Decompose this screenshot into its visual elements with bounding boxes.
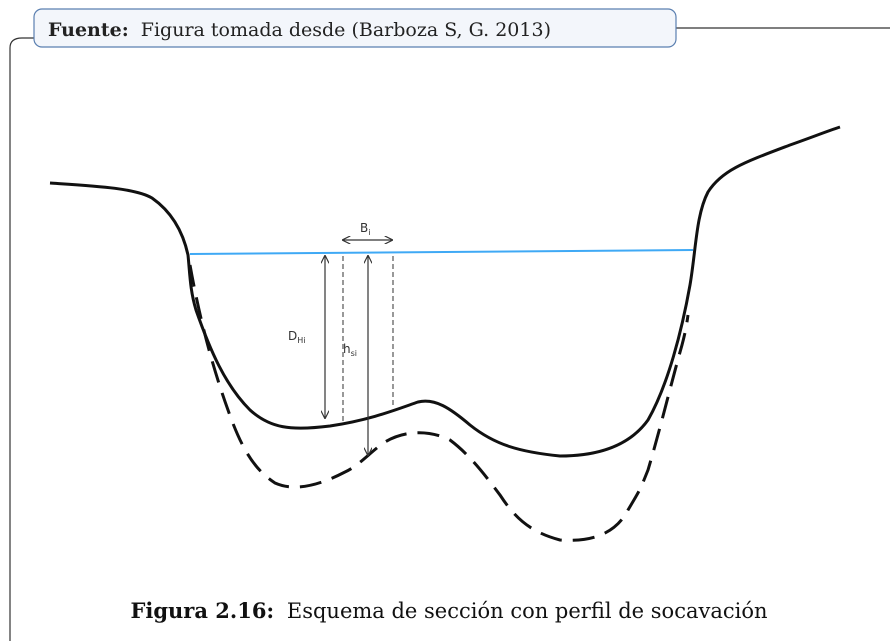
scour-label: hsi bbox=[343, 342, 357, 358]
source: Fuente: Figura tomada desde (Barboza S, … bbox=[48, 19, 551, 41]
caption-label: Figura 2.16: bbox=[130, 598, 274, 623]
source-text: Figura tomada desde (Barboza S, G. 2013) bbox=[141, 19, 551, 41]
label-sub: Hi bbox=[297, 336, 305, 345]
caption-text: Esquema de sección con perfil de socavac… bbox=[287, 599, 768, 623]
source-tab bbox=[33, 8, 677, 48]
scour-profile bbox=[188, 264, 690, 542]
label-base: D bbox=[288, 329, 297, 343]
water-surface bbox=[189, 249, 694, 255]
label-sub: si bbox=[351, 349, 357, 358]
caption: Figura 2.16: Esquema de sección con perf… bbox=[130, 598, 767, 623]
depth-label: DHi bbox=[288, 329, 306, 345]
label-sub: i bbox=[368, 228, 370, 237]
width-label: Bi bbox=[360, 221, 370, 237]
source-label: Fuente: bbox=[48, 19, 129, 41]
frame-left bbox=[9, 37, 34, 641]
terrain-profile bbox=[49, 125, 841, 458]
label-base: B bbox=[360, 221, 368, 235]
label-base: h bbox=[343, 342, 351, 356]
